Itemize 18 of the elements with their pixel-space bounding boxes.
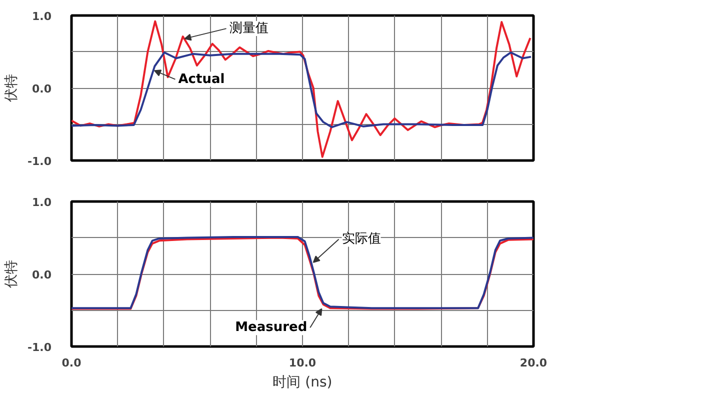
y-axis-title: 伏特 (3, 260, 20, 288)
y-tick-label: 1.0 (32, 10, 52, 23)
annotation: Measured (235, 320, 308, 336)
y-tick-label: 1.0 (32, 196, 52, 209)
y-axis-title: 伏特 (3, 74, 20, 102)
annotation: 实际值 (342, 232, 381, 247)
y-tick-label: 0.0 (32, 268, 52, 282)
line-series (72, 51, 532, 128)
y-tick-label: 0.0 (32, 82, 52, 96)
x-tick-label: 0.0 (62, 356, 82, 370)
annotation: Actual (178, 72, 225, 87)
y-tick-label: -1.0 (27, 341, 52, 354)
x-tick-label: 20.0 (520, 356, 548, 370)
y-tick-label: -1.0 (27, 155, 52, 168)
x-tick-label: 10.0 (288, 356, 316, 370)
line-series (72, 20, 532, 158)
x-axis-title: 时间 (ns) (272, 374, 332, 390)
annotation: 测量值 (229, 21, 268, 36)
